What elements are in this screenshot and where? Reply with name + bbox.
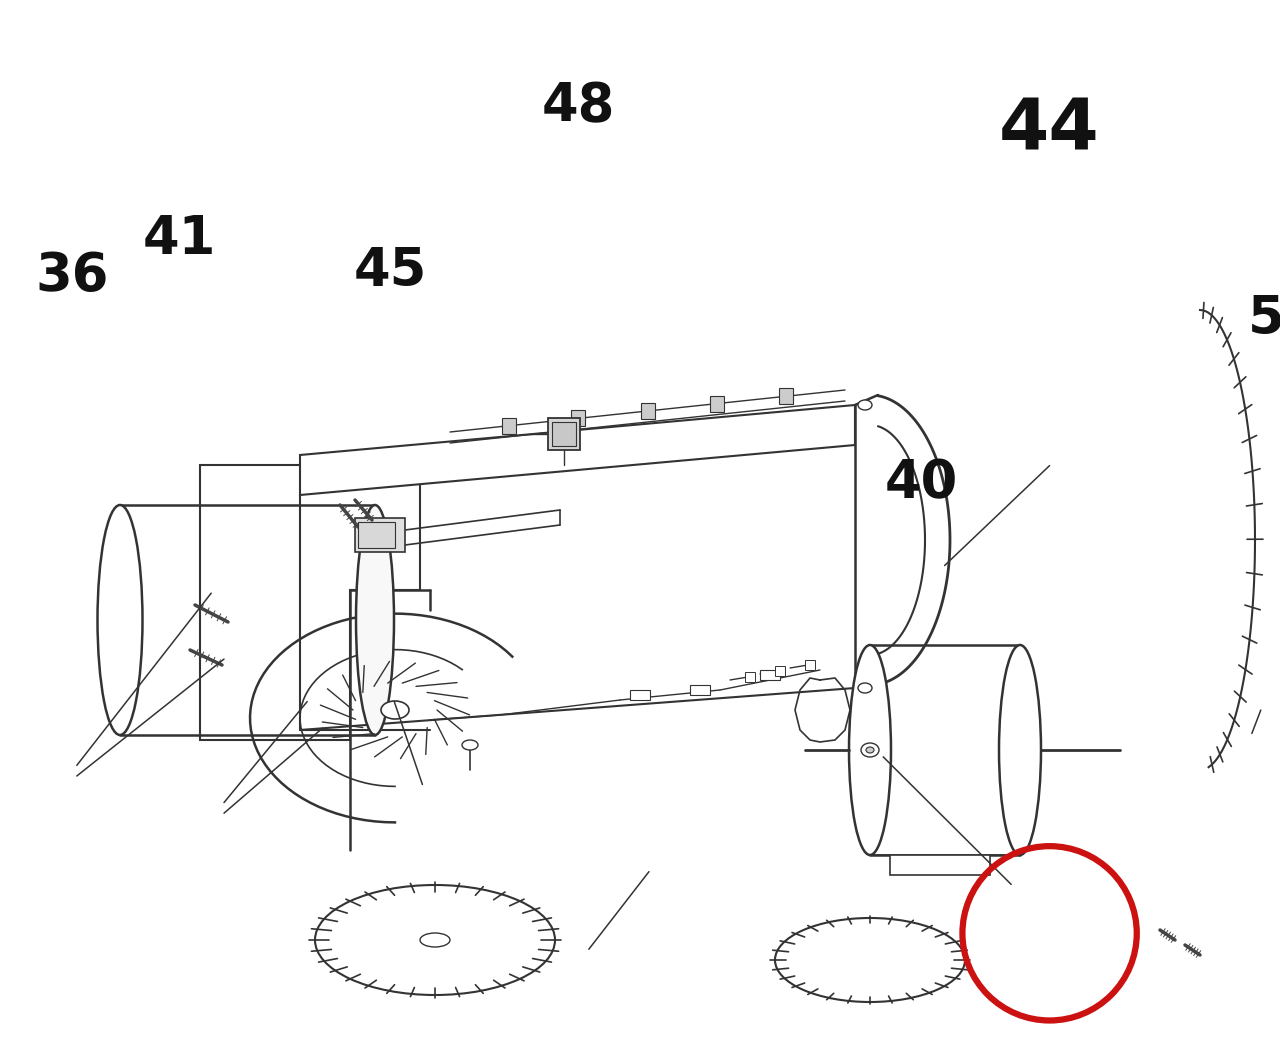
Ellipse shape xyxy=(998,645,1041,855)
Ellipse shape xyxy=(861,743,879,757)
Polygon shape xyxy=(760,670,780,680)
Ellipse shape xyxy=(462,740,477,750)
Text: 48: 48 xyxy=(541,81,616,132)
Polygon shape xyxy=(805,660,815,670)
Polygon shape xyxy=(890,855,989,875)
Polygon shape xyxy=(630,690,650,701)
Ellipse shape xyxy=(356,505,394,735)
Polygon shape xyxy=(552,422,576,446)
Ellipse shape xyxy=(381,701,410,719)
Ellipse shape xyxy=(774,918,965,1002)
Polygon shape xyxy=(745,672,755,682)
Text: 52: 52 xyxy=(1248,293,1280,344)
Ellipse shape xyxy=(420,933,451,947)
Polygon shape xyxy=(774,667,785,676)
Ellipse shape xyxy=(858,684,872,693)
Polygon shape xyxy=(358,522,396,549)
Polygon shape xyxy=(355,518,404,552)
Polygon shape xyxy=(571,410,585,426)
Ellipse shape xyxy=(97,505,142,735)
Ellipse shape xyxy=(315,885,556,995)
Text: 40: 40 xyxy=(884,458,959,509)
Polygon shape xyxy=(548,418,580,450)
Polygon shape xyxy=(640,403,654,419)
Text: 36: 36 xyxy=(36,251,109,302)
Polygon shape xyxy=(778,388,792,404)
Ellipse shape xyxy=(858,400,872,410)
Text: 41: 41 xyxy=(142,214,216,265)
Ellipse shape xyxy=(849,645,891,855)
Polygon shape xyxy=(200,465,420,740)
Text: 45: 45 xyxy=(353,246,428,297)
Polygon shape xyxy=(709,395,723,411)
Polygon shape xyxy=(300,405,855,495)
Polygon shape xyxy=(690,685,710,695)
Polygon shape xyxy=(502,418,516,434)
Text: 44: 44 xyxy=(1000,96,1100,164)
Ellipse shape xyxy=(867,747,874,753)
